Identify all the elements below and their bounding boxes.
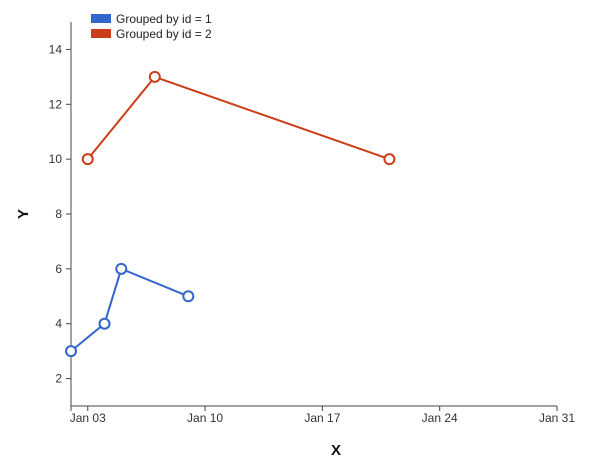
data-point[interactable]: [98, 317, 111, 330]
x-tick-label: Jan 24: [422, 411, 458, 425]
y-tick-label: 8: [55, 207, 62, 221]
x-tick-label: Jan 31: [539, 411, 575, 425]
y-axis-title: Y: [15, 209, 32, 219]
y-axis: 2 4 6 8 10 12 14: [49, 22, 72, 406]
legend-label: Grouped by id = 1: [116, 12, 212, 26]
legend-item: Grouped by id = 1: [91, 12, 212, 26]
series-layer: [65, 70, 396, 358]
series-line: [87, 75, 390, 161]
legend-swatch: [91, 14, 111, 23]
series-1: [65, 262, 195, 358]
x-tick-label: Jan 17: [304, 411, 340, 425]
x-axis-title: X: [331, 442, 341, 459]
data-point[interactable]: [182, 290, 195, 303]
data-point[interactable]: [383, 153, 396, 166]
series-line: [70, 267, 189, 352]
data-point[interactable]: [65, 345, 77, 358]
x-axis: Jan 03 Jan 10 Jan 17 Jan 24 Jan 31: [70, 405, 575, 425]
y-tick-label: 14: [49, 42, 63, 56]
y-tick-label: 6: [55, 262, 62, 276]
data-point[interactable]: [81, 153, 94, 166]
x-tick-label: Jan 03: [70, 411, 106, 425]
data-point[interactable]: [148, 70, 161, 83]
legend-item: Grouped by id = 2: [91, 27, 212, 41]
legend-label: Grouped by id = 2: [116, 27, 212, 41]
series-2: [81, 70, 396, 166]
data-point[interactable]: [115, 262, 128, 275]
x-tick-label: Jan 10: [187, 411, 223, 425]
y-tick-label: 4: [55, 317, 62, 331]
y-tick-label: 12: [49, 97, 63, 111]
y-tick-label: 10: [49, 152, 63, 166]
legend-swatch: [91, 29, 111, 38]
y-tick-label: 2: [55, 372, 62, 386]
